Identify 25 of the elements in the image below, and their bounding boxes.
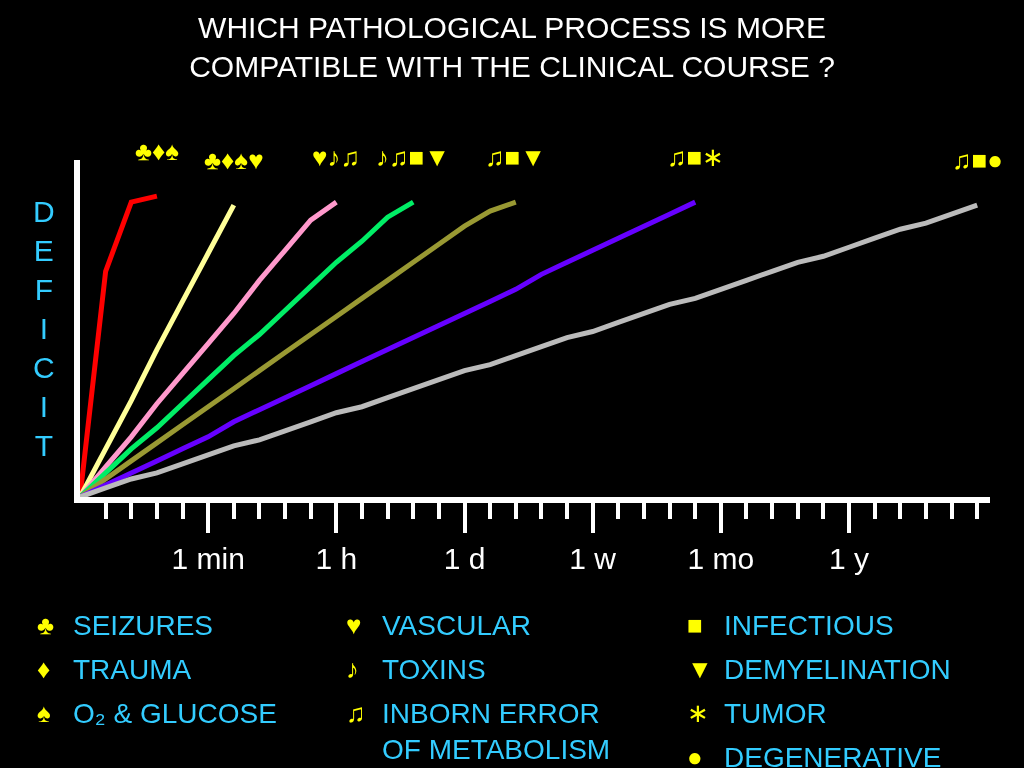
text: ♫■▼	[485, 142, 546, 172]
text: ● DEGENERATIVE	[687, 742, 942, 768]
x-tick-label: 1 y	[828, 542, 870, 575]
x-tick-label: 1 min	[171, 542, 245, 575]
x-tick-label: 1 mo	[687, 542, 755, 575]
text: ∗ TUMOR	[687, 698, 827, 729]
x-tick-label: 1 h	[315, 542, 358, 575]
text: ♥ VASCULAR	[346, 610, 531, 641]
text: ■ INFECTIOUS	[687, 610, 894, 641]
x-tick-label: 1 w	[569, 542, 617, 575]
text: ♫■●	[952, 145, 1003, 175]
text: ♣ SEIZURES	[37, 610, 214, 641]
text: ♠ O₂ & GLUCOSE	[37, 698, 277, 729]
x-tick-label: 1 d	[443, 542, 486, 575]
text: ♣♦♠♥	[204, 145, 264, 175]
text: ♫■∗	[667, 142, 725, 172]
text: ▼ DEMYELINATION	[687, 654, 951, 685]
text: ♪ TOXINS	[346, 654, 486, 685]
text: ♥♪♫	[312, 142, 360, 172]
chart-title: WHICH PATHOLOGICAL PROCESS IS MORE COMPATIBLE WITH THE CLINICAL COURSE ?	[189, 11, 835, 84]
y-axis-title: DEFICIT	[33, 195, 55, 462]
text: ♦ TRAUMA	[37, 654, 192, 685]
text: ♣♦♠	[135, 136, 180, 166]
text: ♪♫■▼	[376, 142, 450, 172]
text: ♫ INBORN ERROR OF METABOLISM	[346, 698, 611, 766]
